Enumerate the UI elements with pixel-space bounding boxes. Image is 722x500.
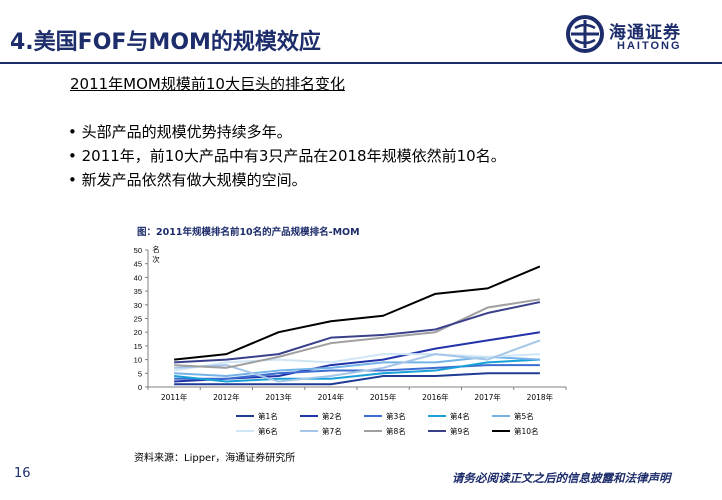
page-number: 16 bbox=[14, 466, 31, 481]
bullet-item: 2011年，前10大产品中有3只产品在2018年规模依然前10名。 bbox=[68, 144, 506, 168]
series-line-6 bbox=[173, 353, 540, 372]
x-tick-label: 2015年 bbox=[370, 392, 397, 402]
y-axis-label: 名 bbox=[152, 244, 160, 254]
y-tick-label: 15 bbox=[134, 342, 142, 351]
legend-label: 第6名 bbox=[258, 426, 278, 436]
legend-label: 第5名 bbox=[514, 411, 534, 421]
y-tick-label: 30 bbox=[134, 301, 142, 310]
logo-english-text: HAITONG bbox=[617, 40, 682, 52]
series-line-4 bbox=[174, 358, 540, 383]
series-line-7 bbox=[174, 339, 541, 383]
legend-label: 第2名 bbox=[322, 411, 342, 421]
legend-label: 第3名 bbox=[386, 411, 406, 421]
slide-subtitle: 2011年MOM规模前10大巨头的排名变化 bbox=[70, 75, 345, 93]
slide-title: 4.美国FOF与MOM的规模效应 bbox=[10, 30, 321, 55]
series-line-1 bbox=[174, 372, 540, 386]
bullet-item: 头部产品的规模优势持续多年。 bbox=[68, 120, 506, 144]
bullet-item: 新发产品依然有做大规模的空间。 bbox=[68, 168, 506, 192]
legend-label: 第1名 bbox=[258, 411, 278, 421]
x-tick-label: 2018年 bbox=[527, 392, 554, 402]
x-tick-label: 2014年 bbox=[318, 392, 345, 402]
x-tick-label: 2012年 bbox=[213, 392, 240, 402]
legend-label: 第9名 bbox=[450, 426, 470, 436]
haitong-logo: 海通证券 HAITONG bbox=[565, 14, 715, 60]
y-tick-label: 35 bbox=[134, 287, 142, 296]
x-tick-label: 2016年 bbox=[422, 392, 449, 402]
legend-label: 第8名 bbox=[386, 426, 406, 436]
source-note: 资料来源：Lipper，海通证券研究所 bbox=[134, 453, 296, 464]
bullet-list: 头部产品的规模优势持续多年。 2011年，前10大产品中有3只产品在2018年规… bbox=[68, 120, 506, 192]
legal-disclaimer: 请务必阅读正文之后的信息披露和法律声明 bbox=[452, 471, 671, 485]
legend-label: 第4名 bbox=[450, 411, 470, 421]
y-tick-label: 0 bbox=[138, 383, 142, 392]
x-tick-label: 2017年 bbox=[474, 392, 501, 402]
series-line-10 bbox=[174, 265, 541, 361]
legend-label: 第10名 bbox=[514, 426, 539, 436]
y-tick-label: 25 bbox=[134, 315, 142, 324]
y-tick-label: 20 bbox=[134, 328, 142, 337]
chart-caption: 图：2011年规模排名前10名的产品规模排名-MOM bbox=[137, 227, 360, 238]
logo-chinese-text: 海通证券 bbox=[609, 23, 681, 43]
header-divider bbox=[0, 62, 722, 64]
series-line-9 bbox=[174, 301, 541, 364]
y-axis-label: 次 bbox=[152, 254, 160, 264]
y-tick-label: 45 bbox=[134, 260, 142, 269]
series-line-3 bbox=[174, 364, 540, 380]
x-tick-label: 2011年 bbox=[161, 392, 188, 402]
y-tick-label: 50 bbox=[134, 246, 142, 255]
x-tick-label: 2013年 bbox=[265, 392, 292, 402]
series-line-8 bbox=[174, 298, 541, 369]
y-tick-label: 10 bbox=[134, 356, 142, 365]
y-tick-label: 40 bbox=[134, 273, 142, 282]
legend-label: 第7名 bbox=[322, 426, 342, 436]
haitong-emblem-icon bbox=[566, 15, 604, 53]
y-tick-label: 5 bbox=[138, 369, 142, 378]
rank-line-chart: 0 5 10 15 20 25 30 35 40 45 50 名次 2011年 2012年 2013年 201… bbox=[134, 244, 567, 436]
